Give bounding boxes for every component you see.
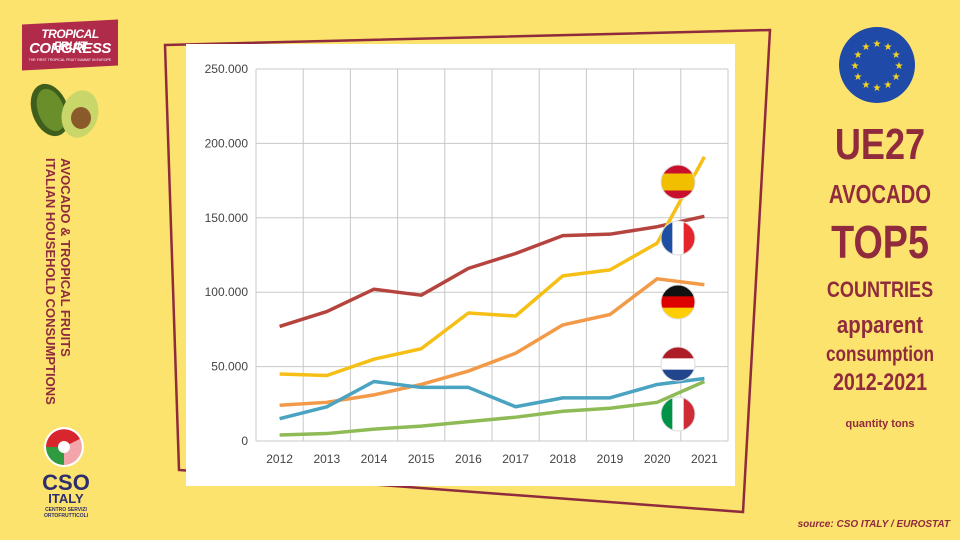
cso-subtitle-2: ORTOFRUTTICOLI: [43, 513, 89, 519]
eu-star-icon: ★: [884, 42, 893, 53]
flag-stripe: [672, 397, 685, 431]
flag-stripe: [661, 182, 695, 191]
series-line-netherlands: [279, 376, 705, 421]
flag-stripe: [661, 397, 673, 431]
y-tick-label: 150.000: [205, 211, 249, 225]
x-tick-label: 2016: [455, 452, 482, 466]
cso-logo-icon: [44, 427, 84, 467]
series-line-spain: [279, 155, 706, 378]
netherlands-flag-icon: [661, 347, 695, 381]
flag-stripe: [661, 358, 695, 371]
cso-subtitle-1: CENTRO SERVIZI: [45, 507, 87, 513]
flag-stripe: [683, 397, 695, 431]
tropical-fruit-congress-logo: TROPICAL FRUIT CONGRESS THE FIRST TROPIC…: [22, 19, 118, 71]
y-tick-label: 0: [241, 434, 248, 448]
flag-stripe: [661, 369, 695, 381]
x-tick-label: 2015: [408, 452, 435, 466]
eu-flag-icon: ★ ★★★★★★★★★★★: [839, 27, 915, 103]
flag-outline: [660, 284, 696, 320]
right-title-avocado: AVOCADO: [828, 179, 932, 209]
flag-outline: [660, 220, 696, 256]
eu-star-icon: ★: [862, 80, 871, 91]
flag-outline: [660, 346, 696, 382]
x-tick-label: 2013: [313, 452, 340, 466]
spain-flag-icon: [661, 165, 695, 199]
source-note: source: CSO ITALY / EUROSTAT: [797, 519, 950, 530]
germany-flag-icon: [661, 285, 695, 319]
eu-star-icon: ★: [873, 83, 882, 94]
x-tick-label: 2012: [266, 452, 293, 466]
flag-stripe: [672, 221, 685, 255]
flag-outline: [660, 164, 696, 200]
eu-star-icon: ★: [892, 50, 901, 61]
series-line-france: [279, 214, 705, 329]
eu-star-icon: ★: [862, 42, 871, 53]
logo-tfc-line1: TROPICAL FRUIT: [41, 27, 99, 53]
flag-stripe: [661, 347, 695, 359]
right-title-consumption: consumption: [825, 343, 935, 366]
x-tick-label: 2014: [361, 452, 388, 466]
right-title-ue27: UE27: [834, 120, 926, 169]
line-chart: 0 50.000 100.000 150.000 200.000 250.000 2012 2…: [205, 62, 729, 466]
series-line-italy: [279, 379, 706, 437]
flag-stripe: [683, 221, 695, 255]
x-tick-label: 2020: [644, 452, 671, 466]
eu-star-icon: ★: [892, 72, 901, 83]
avocado-icon: [30, 83, 99, 138]
cso-name: CSO: [42, 470, 90, 495]
eu-star-icon: ★: [851, 61, 860, 72]
right-title-countries: COUNTRIES: [826, 277, 934, 302]
right-title-apparent: apparent: [836, 312, 924, 339]
cso-country: ITALY: [48, 491, 84, 506]
x-tick-label: 2017: [502, 452, 529, 466]
logo-tfc-line2: CONGRESS: [29, 40, 111, 57]
flag-stripe: [661, 173, 695, 183]
series-line-germany: [279, 277, 705, 408]
flag-stripe: [661, 190, 695, 199]
eu-star-icon: ★: [895, 61, 904, 72]
y-tick-label: 200.000: [205, 136, 249, 150]
flag-stripe: [661, 221, 673, 255]
eu-star-icon: ★: [873, 39, 882, 50]
right-title-years: 2012-2021: [832, 369, 928, 396]
chart-area: 0 50.000 100.000 150.000 200.000 250.000 2012 2…: [186, 44, 735, 486]
italy-flag-icon: [661, 397, 695, 431]
x-tick-label: 2021: [691, 452, 718, 466]
eu-star-icon: ★: [853, 50, 862, 61]
vertical-title-line1: AVOCADO & TROPICAL FRUITS: [58, 158, 73, 357]
eu-star-icon: ★: [884, 80, 893, 91]
flag-stripe: [661, 307, 695, 319]
flag-stripe: [661, 296, 695, 309]
eu-star-icon: ★: [853, 72, 862, 83]
right-title-top5: TOP5: [831, 216, 929, 268]
x-tick-label: 2018: [549, 452, 576, 466]
logo-tfc-tagline: THE FIRST TROPICAL FRUIT SUMMIT IN EUROP…: [28, 58, 112, 62]
flag-outline: [660, 396, 696, 432]
flag-stripe: [661, 285, 695, 297]
flag-stripe: [661, 165, 695, 174]
vertical-title-line2: ITALIAN HOUSEHOLD CONSUMPTIONS: [43, 158, 58, 405]
france-flag-icon: [661, 221, 695, 255]
y-tick-label: 100.000: [205, 285, 249, 299]
y-tick-label: 250.000: [205, 62, 249, 76]
unit-note: quantity tons: [845, 418, 915, 430]
y-tick-label: 50.000: [211, 360, 248, 374]
x-tick-label: 2019: [597, 452, 624, 466]
cso-subtitle: CENTRO SERVIZI ORTOFRUTTICOLI: [28, 507, 104, 519]
